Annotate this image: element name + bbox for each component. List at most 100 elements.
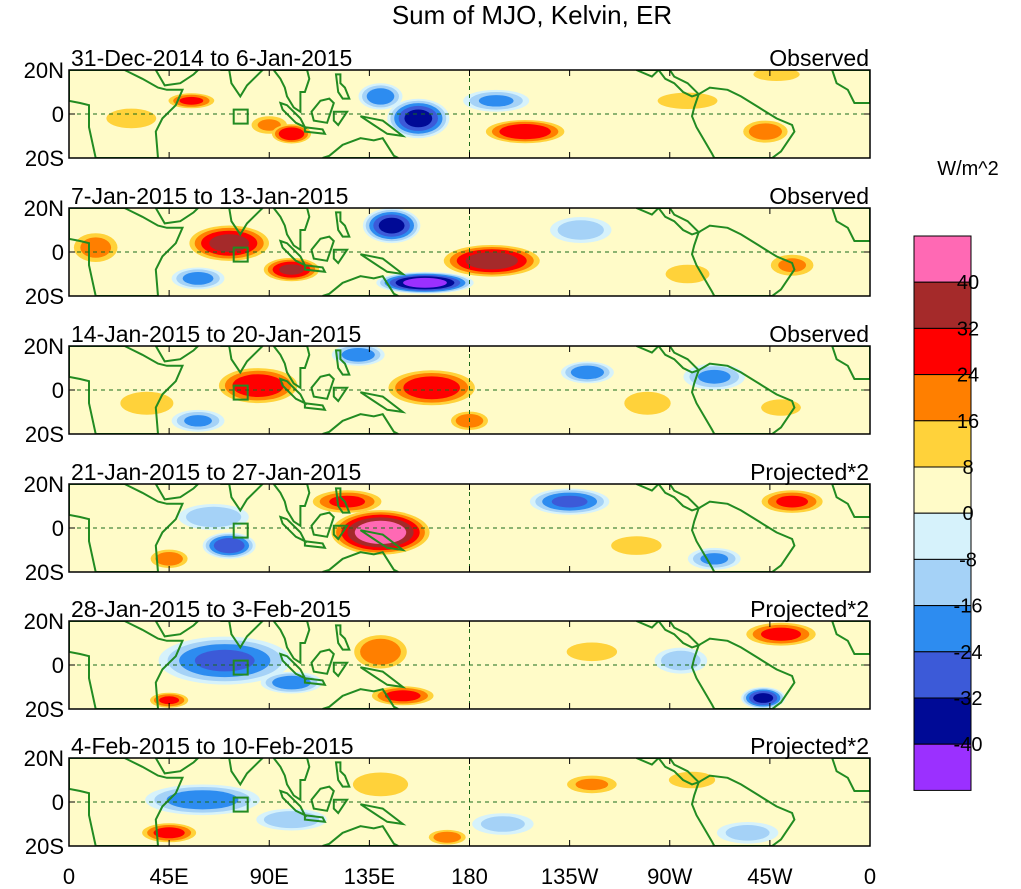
anomaly-contour-p6-9-2: [480, 816, 525, 832]
panel-period-label: 4-Feb-2015 to 10-Feb-2015: [71, 733, 354, 759]
anomaly-field: [106, 70, 800, 144]
colorbar-label: 8: [962, 457, 973, 479]
anomaly-contour-p4-3-2: [155, 552, 183, 566]
x-axis: 0 45E 90E 135E 180 135W 90W 45W 0: [63, 864, 876, 889]
x-tick-label: 180: [451, 864, 488, 889]
coastline-12: [636, 70, 661, 78]
anomaly-contour-p1-2-2: [257, 119, 281, 131]
anomaly-contour-p5-8-1: [566, 642, 618, 662]
panel-status-label: Projected*2: [750, 596, 869, 622]
colorbar-swatch: [913, 651, 972, 699]
anomaly-contour-p1-10-2: [748, 123, 783, 140]
coastline-2: [154, 346, 200, 363]
anomaly-contour-p1-7-3: [499, 124, 551, 140]
coastline-1: [69, 208, 185, 296]
region-box: [232, 522, 249, 539]
anomaly-contour-p5-5-3: [272, 675, 311, 690]
coastline-13: [657, 346, 701, 374]
coastline-14: [690, 86, 796, 158]
coastline-12: [636, 758, 661, 766]
coastline-14: [690, 362, 796, 434]
coastline-13: [657, 621, 701, 649]
anomaly-contour-p2-2-4: [279, 264, 304, 275]
anomaly-contour-p3-2-3: [403, 376, 460, 400]
colorbar-label: 24: [957, 365, 979, 387]
anomaly-contour-p4-6-4: [551, 495, 588, 508]
coastline-9: [334, 211, 351, 238]
x-tick-label: 90W: [647, 864, 692, 889]
panel-status-label: Projected*2: [750, 733, 869, 759]
anomaly-contour-p6-8-2: [725, 825, 770, 841]
y-tick-label: 20S: [25, 422, 64, 447]
anomaly-contour-p3-8-1: [624, 391, 671, 415]
coastline-11: [322, 413, 399, 434]
coastline-13: [657, 484, 701, 512]
panel-period-label: 21-Jan-2015 to 27-Jan-2015: [71, 459, 361, 485]
coastline-6: [303, 677, 327, 686]
coastline-11: [322, 137, 399, 158]
anomaly-contour-p3-5-1: [120, 391, 174, 415]
coastlines: [69, 758, 870, 846]
coastline-2: [154, 70, 200, 87]
colorbar-label: 16: [957, 411, 979, 433]
panel-status-label: Observed: [769, 321, 869, 347]
coastline-8: [332, 386, 349, 403]
y-tick-label: 20N: [24, 196, 64, 221]
coastline-6: [303, 540, 327, 549]
coastline-2: [154, 758, 200, 775]
coastline-7: [310, 373, 335, 400]
anomaly-contour-p5-3-3: [159, 696, 180, 705]
colorbar-swatch: [913, 235, 972, 283]
coastline-6: [303, 402, 327, 411]
y-tick-label: 20N: [24, 334, 64, 359]
coastline-4: [272, 621, 311, 665]
chart-title: Sum of MJO, Kelvin, ER: [392, 0, 672, 30]
y-tick-label: 20N: [24, 609, 64, 634]
anomaly-contour-p4-7-3: [776, 495, 809, 508]
coastline-15: [831, 758, 870, 792]
x-tick-label: 135W: [541, 864, 599, 889]
coastline-4: [272, 208, 311, 252]
anomaly-contour-p1-11-1: [753, 70, 800, 81]
coastline-12: [636, 346, 661, 354]
coastline-13: [657, 70, 701, 98]
y-tick-label: 20S: [25, 697, 64, 722]
anomaly-field: [150, 488, 823, 570]
panels-group: 20N 0 20S 31-Dec-2014 to 6-Jan-2015 Observed…: [24, 45, 871, 859]
anomaly-contour-p5-7-5: [753, 693, 774, 703]
coastline-9: [334, 73, 351, 100]
anomaly-contour-p2-5-6: [403, 277, 447, 288]
colorbar-units: W/m^2: [937, 158, 999, 180]
coastline-4: [272, 484, 311, 528]
coastlines: [69, 484, 870, 572]
coastline-6: [303, 814, 327, 823]
anomaly-contour-p4-4-4: [213, 538, 245, 554]
coastline-13: [657, 208, 701, 236]
y-tick-label: 0: [52, 790, 64, 815]
x-tick-label: 0: [63, 864, 75, 889]
colorbar-label: -40: [954, 734, 983, 756]
coastline-3: [220, 484, 265, 513]
coastline-15: [831, 621, 870, 655]
coastline-3: [220, 208, 265, 237]
coastlines: [69, 208, 870, 296]
y-tick-label: 0: [52, 516, 64, 541]
coastline-3: [220, 758, 265, 787]
panel-period-label: 14-Jan-2015 to 20-Jan-2015: [71, 321, 361, 347]
coastline-1: [69, 70, 185, 158]
region-box: [232, 246, 249, 263]
coastline-14: [690, 224, 796, 296]
anomaly-contour-p4-9-1: [611, 536, 662, 555]
coastline-15: [831, 484, 870, 518]
anomaly-contour-p1-4-1: [106, 108, 157, 129]
coastlines: [69, 621, 870, 709]
colorbar-swatch: [913, 374, 972, 422]
anomaly-field: [73, 208, 814, 294]
coastline-8: [332, 661, 349, 678]
colorbar: 40 32 24 16 8 0 -8 -16 -24 -32 -40: [913, 235, 983, 791]
anomaly-contour-p3-1-3: [232, 374, 284, 397]
anomaly-contour-p3-7-3: [570, 365, 605, 380]
coastline-10: [359, 115, 407, 138]
anomaly-contour-p6-2-1: [352, 772, 409, 797]
